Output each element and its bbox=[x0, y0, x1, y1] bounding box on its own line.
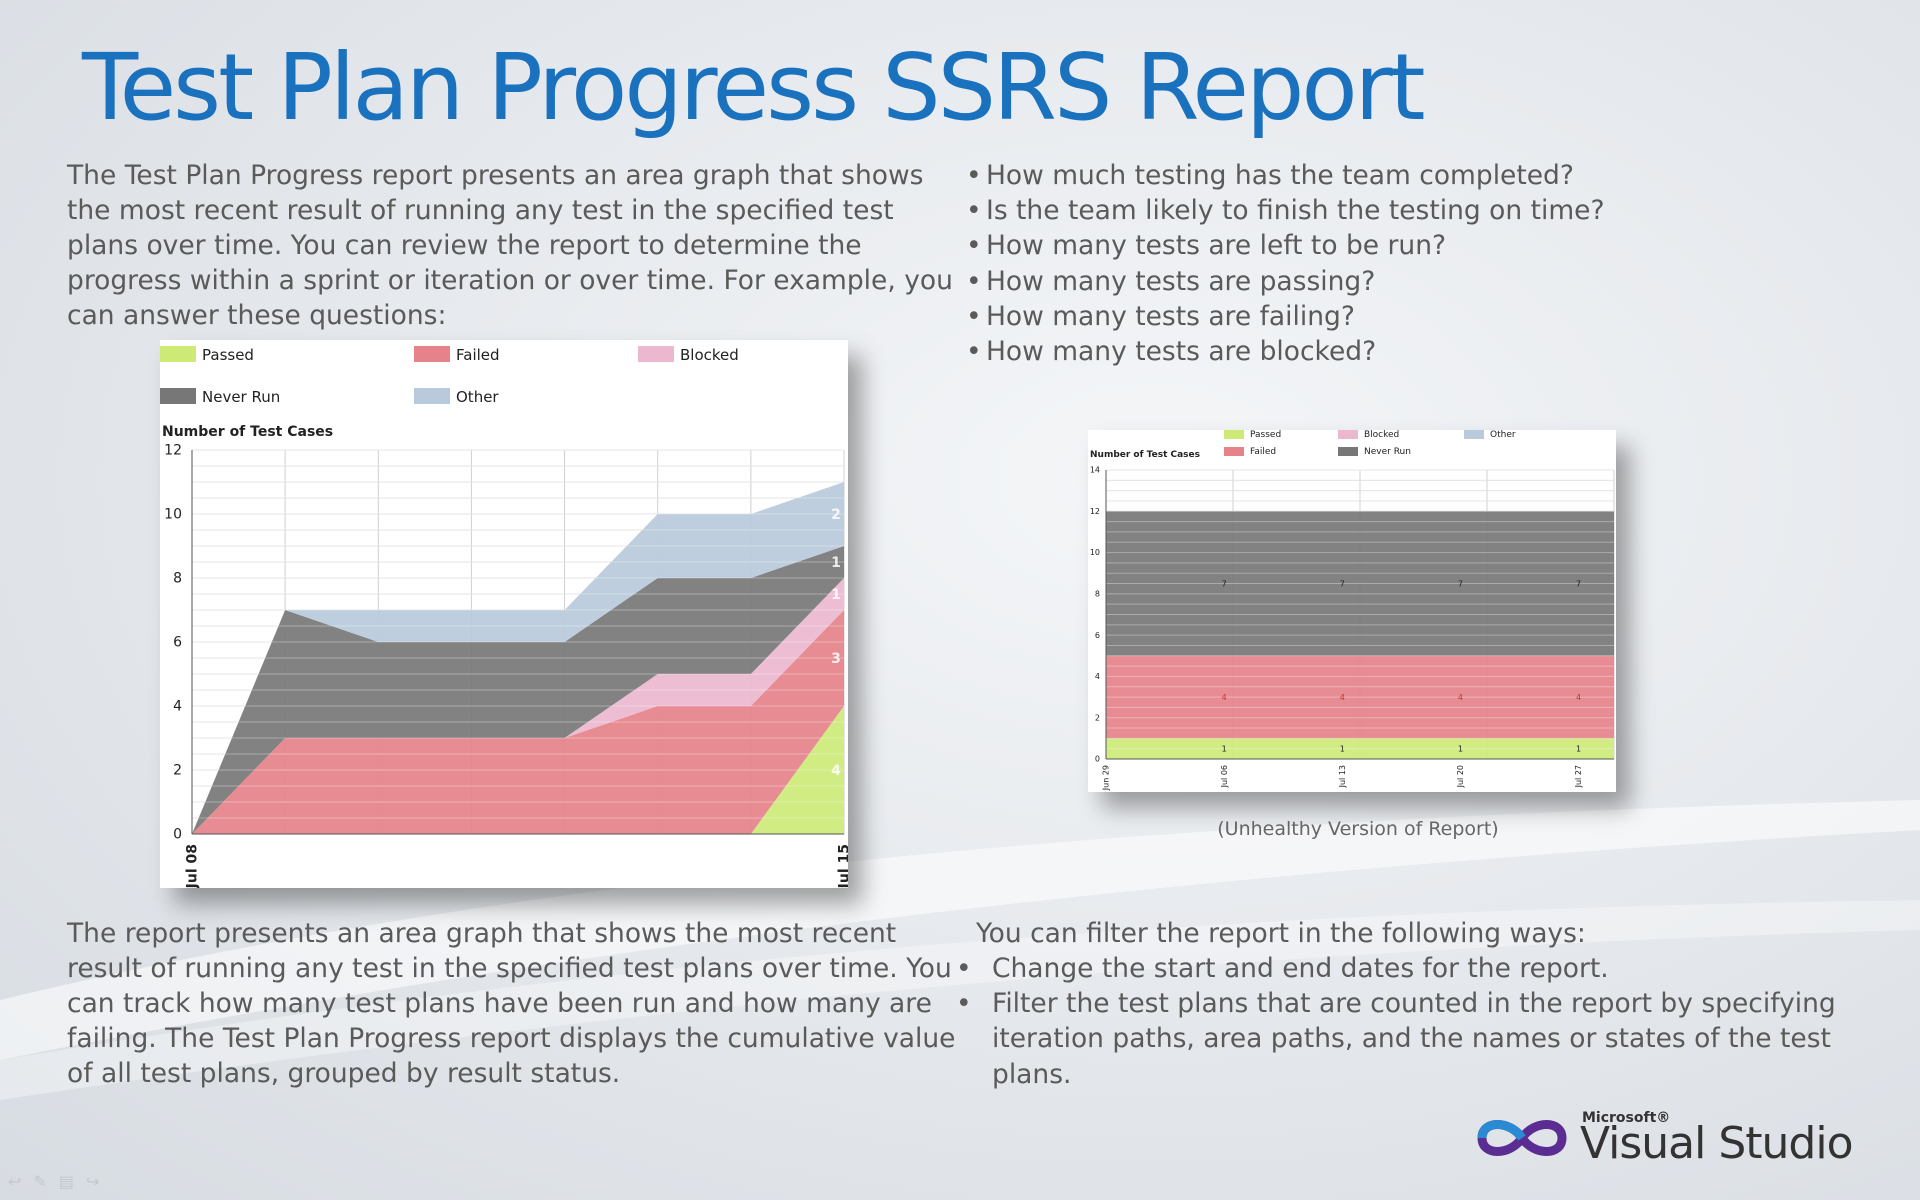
list-item: • How many tests are left to be run? bbox=[966, 230, 1447, 262]
y-tick-label: 10 bbox=[164, 507, 182, 523]
x-tick-label: Jul 06 bbox=[1220, 765, 1229, 788]
list-item: • How many tests are blocked? bbox=[966, 336, 1377, 368]
data-label: 1 bbox=[831, 555, 841, 571]
series-area-passed bbox=[1106, 738, 1614, 759]
legend-swatch bbox=[1464, 430, 1484, 439]
list-item: • How many tests are passing? bbox=[966, 265, 1376, 297]
y-tick-label: 2 bbox=[173, 763, 182, 779]
data-label: 1 bbox=[1458, 745, 1463, 754]
y-tick-label: 10 bbox=[1090, 548, 1100, 557]
legend-swatch bbox=[638, 346, 674, 362]
series-area-failed bbox=[192, 610, 844, 834]
data-label: 4 bbox=[1458, 693, 1463, 702]
list-item: • How much testing has the team completed… bbox=[966, 160, 1574, 191]
y-tick-label: 4 bbox=[1095, 672, 1100, 681]
report-description-paragraph: The report presents an area graph that s… bbox=[67, 918, 956, 1089]
series-area-failed bbox=[1106, 655, 1614, 739]
previous-slide-icon[interactable]: ↩ bbox=[8, 1172, 22, 1191]
series-area-never_run bbox=[1106, 511, 1614, 656]
data-label: 7 bbox=[1458, 580, 1463, 589]
data-label: 1 bbox=[1222, 745, 1227, 754]
x-tick-label: Jul 27 bbox=[1574, 765, 1583, 788]
x-tick-label: Jun 29 bbox=[1102, 765, 1111, 791]
x-tick-label: Jul 20 bbox=[1456, 765, 1465, 788]
question-list: • How much testing has the team completed… bbox=[966, 158, 1605, 369]
y-tick-label: 4 bbox=[173, 699, 182, 715]
legend-swatch bbox=[1338, 430, 1358, 439]
data-label: 4 bbox=[1340, 693, 1345, 702]
series-area-blocked bbox=[192, 578, 844, 834]
slide-controls: ↩ ✎ ▤ ↪ bbox=[8, 1172, 99, 1191]
main-chart-svg: Passed Failed Blocked Never Run Other Number … bbox=[160, 346, 853, 889]
data-label: 4 bbox=[831, 763, 841, 779]
data-label: 7 bbox=[1340, 580, 1345, 589]
series-area-never_run bbox=[192, 546, 844, 834]
legend-label: Failed bbox=[1250, 447, 1276, 457]
data-label: 7 bbox=[1576, 580, 1581, 589]
legend-label: Blocked bbox=[680, 346, 739, 364]
chart-caption: (Unhealthy Version of Report) bbox=[1217, 818, 1499, 840]
series-area-passed bbox=[192, 706, 844, 834]
legend-label: Failed bbox=[456, 346, 500, 364]
data-label: 4 bbox=[1222, 693, 1227, 702]
y-tick-label: 0 bbox=[173, 827, 182, 843]
logo-company: Microsoft® bbox=[1582, 1110, 1671, 1126]
list-item: • Change the start and end dates for the … bbox=[956, 953, 1609, 984]
list-item: • Filter the test plans that are counted … bbox=[956, 988, 1836, 1090]
y-tick-label: 2 bbox=[1095, 713, 1100, 722]
pen-icon[interactable]: ✎ bbox=[33, 1172, 47, 1191]
y-tick-label: 14 bbox=[1090, 466, 1100, 475]
y-tick-label: 8 bbox=[1095, 590, 1100, 599]
y-tick-label: 12 bbox=[1090, 507, 1100, 516]
visual-studio-logo-icon bbox=[1477, 1120, 1567, 1156]
y-axis-label: Number of Test Cases bbox=[162, 424, 333, 440]
data-label: 3 bbox=[831, 651, 841, 667]
data-label: 2 bbox=[831, 507, 841, 523]
data-label: 7 bbox=[1222, 580, 1227, 589]
legend-swatch bbox=[160, 388, 196, 404]
data-label: 4 bbox=[1576, 693, 1581, 702]
y-tick-label: 12 bbox=[164, 443, 182, 459]
legend-label: Never Run bbox=[202, 388, 280, 406]
filters-intro: You can filter the report in the followi… bbox=[976, 918, 1586, 949]
slide-title: Test Plan Progress SSRS Report bbox=[82, 34, 1426, 141]
legend-swatch bbox=[1224, 430, 1244, 439]
y-tick-label: 0 bbox=[1095, 755, 1100, 764]
unhealthy-report-chart: Passed Blocked Other Failed Never Run Number … bbox=[1088, 430, 1616, 792]
x-tick-label: Jul 08 bbox=[185, 844, 201, 888]
legend-label: Passed bbox=[202, 346, 254, 364]
legend-swatch bbox=[414, 388, 450, 404]
legend-swatch bbox=[1338, 447, 1358, 456]
legend-swatch bbox=[160, 346, 196, 362]
y-tick-label: 8 bbox=[173, 571, 182, 587]
legend-swatch bbox=[414, 346, 450, 362]
series-area-other bbox=[192, 482, 844, 834]
logo-product: Visual Studio bbox=[1580, 1118, 1853, 1169]
next-slide-icon[interactable]: ↪ bbox=[85, 1172, 100, 1191]
x-tick-label: Jul 15 bbox=[837, 844, 848, 888]
menu-icon[interactable]: ▤ bbox=[58, 1172, 74, 1191]
list-item: • Is the team likely to finish the testin… bbox=[966, 195, 1605, 227]
data-label: 1 bbox=[1576, 745, 1581, 754]
legend-label: Other bbox=[456, 388, 499, 406]
data-label: 1 bbox=[831, 587, 841, 603]
filter-list: • Change the start and end dates for the … bbox=[956, 951, 1894, 1092]
y-tick-label: 6 bbox=[173, 635, 182, 651]
test-plan-progress-chart: Passed Failed Blocked Never Run Other Number … bbox=[160, 340, 853, 889]
x-tick-label: Jul 13 bbox=[1338, 765, 1347, 788]
list-item: • How many tests are failing? bbox=[966, 300, 1355, 332]
legend-label: Passed bbox=[1250, 430, 1281, 440]
legend-swatch bbox=[1224, 447, 1244, 456]
legend-label: Never Run bbox=[1364, 447, 1411, 457]
y-axis-label: Number of Test Cases bbox=[1090, 450, 1200, 460]
data-label: 1 bbox=[1340, 745, 1345, 754]
intro-paragraph: The Test Plan Progress report presents a… bbox=[67, 160, 953, 331]
legend-label: Other bbox=[1490, 430, 1516, 440]
small-chart-svg: Passed Blocked Other Failed Never Run Number … bbox=[1090, 430, 1615, 791]
y-tick-label: 6 bbox=[1095, 631, 1100, 640]
legend-label: Blocked bbox=[1364, 430, 1399, 440]
